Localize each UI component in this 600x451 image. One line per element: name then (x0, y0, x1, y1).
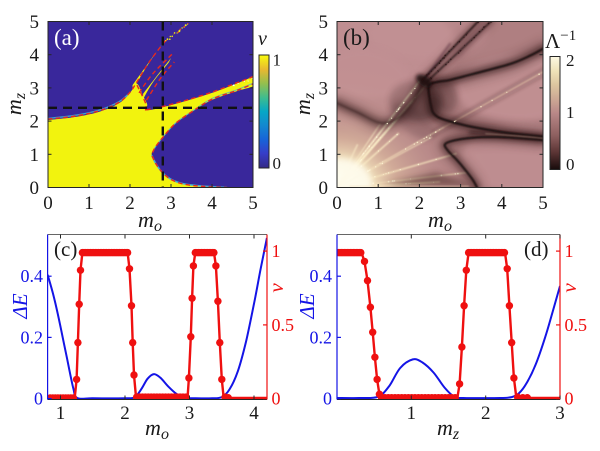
svg-text:4: 4 (497, 193, 507, 214)
svg-text:3: 3 (166, 193, 176, 214)
svg-text:3: 3 (30, 78, 40, 99)
svg-text:4: 4 (207, 193, 217, 214)
svg-text:3: 3 (456, 193, 466, 214)
svg-text:1: 1 (373, 193, 383, 214)
svg-text:5: 5 (30, 12, 40, 33)
svg-text:4: 4 (249, 403, 259, 424)
svg-text:(d): (d) (524, 237, 549, 261)
svg-text:3: 3 (555, 403, 565, 424)
svg-text:0: 0 (332, 193, 342, 214)
svg-text:0.5: 0.5 (565, 315, 588, 335)
svg-text:0.2: 0.2 (21, 327, 44, 347)
svg-text:0: 0 (273, 154, 282, 173)
svg-text:2: 2 (120, 403, 130, 424)
svg-text:1: 1 (273, 51, 282, 70)
svg-text:0.2: 0.2 (310, 327, 333, 347)
svg-text:(a): (a) (54, 25, 80, 50)
svg-text:1: 1 (84, 193, 94, 214)
svg-text:3: 3 (185, 403, 195, 424)
svg-text:0: 0 (30, 178, 40, 199)
svg-text:1: 1 (407, 403, 417, 424)
svg-text:5: 5 (538, 193, 548, 214)
svg-text:2: 2 (319, 112, 329, 133)
svg-text:2: 2 (30, 112, 40, 133)
svg-text:2: 2 (481, 403, 491, 424)
svg-text:0.5: 0.5 (272, 315, 295, 335)
svg-text:ν: ν (557, 283, 581, 293)
svg-text:0: 0 (319, 178, 329, 199)
svg-text:1: 1 (56, 403, 66, 424)
svg-text:3: 3 (319, 78, 329, 99)
svg-text:ν: ν (258, 28, 267, 50)
svg-text:5: 5 (319, 12, 329, 33)
svg-text:2: 2 (566, 51, 575, 70)
svg-text:0.4: 0.4 (21, 266, 44, 286)
svg-text:ν: ν (264, 283, 288, 293)
svg-text:0: 0 (566, 155, 575, 174)
svg-text:1: 1 (319, 145, 329, 166)
svg-text:2: 2 (415, 193, 425, 214)
svg-text:ΔE: ΔE (295, 293, 319, 319)
svg-text:1: 1 (30, 145, 40, 166)
svg-text:ΔE: ΔE (8, 293, 32, 319)
svg-text:1: 1 (565, 241, 574, 261)
svg-text:0: 0 (272, 389, 281, 409)
svg-text:0: 0 (34, 389, 43, 409)
svg-text:2: 2 (125, 193, 135, 214)
svg-text:0: 0 (43, 193, 53, 214)
svg-text:(b): (b) (343, 25, 370, 50)
svg-text:0.4: 0.4 (310, 266, 333, 286)
svg-text:1: 1 (566, 103, 575, 122)
svg-text:4: 4 (319, 45, 329, 66)
svg-text:1: 1 (272, 241, 281, 261)
svg-text:0: 0 (323, 389, 332, 409)
svg-text:0: 0 (565, 389, 574, 409)
svg-text:5: 5 (248, 193, 258, 214)
svg-text:(c): (c) (54, 237, 77, 261)
svg-text:4: 4 (30, 45, 40, 66)
